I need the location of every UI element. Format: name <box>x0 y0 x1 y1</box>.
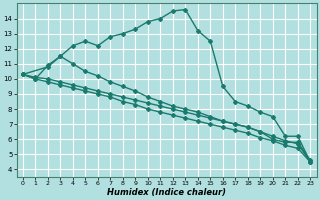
X-axis label: Humidex (Indice chaleur): Humidex (Indice chaleur) <box>107 188 226 197</box>
